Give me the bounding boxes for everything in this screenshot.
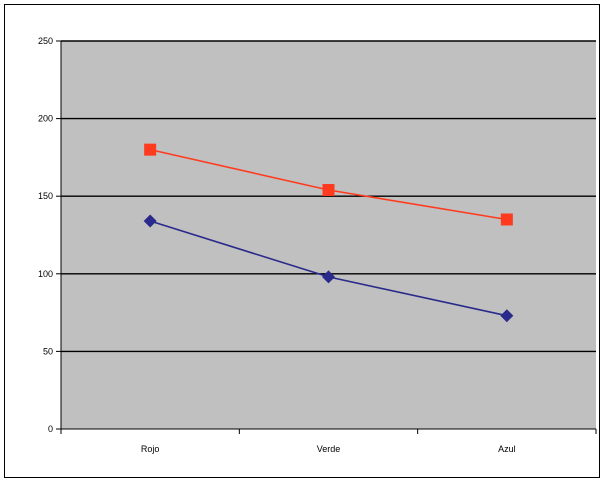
- chart-frame: 0 50 100 150 200 250 Rojo Verde Azul: [4, 4, 600, 478]
- series-2-point-azul: [500, 309, 514, 323]
- gridlines: [61, 40, 596, 353]
- y-tick-label: 50: [43, 346, 53, 356]
- line-chart: 0 50 100 150 200 250 Rojo Verde Azul: [38, 36, 597, 454]
- x-tick-label-rojo: Rojo: [141, 444, 160, 454]
- y-tick-label: 150: [38, 191, 53, 201]
- tick-labels: 0 50 100 150 200 250 Rojo Verde Azul: [38, 36, 516, 454]
- series-1-point-rojo: [144, 143, 157, 156]
- series-1-point-verde: [322, 183, 335, 196]
- y-tick-label: 0: [48, 424, 53, 434]
- series-2-point-verde: [322, 270, 335, 284]
- series-layer: [143, 143, 514, 323]
- x-tick-label-azul: Azul: [498, 444, 516, 454]
- axes: [56, 40, 597, 434]
- series-1-point-azul: [500, 213, 513, 226]
- series-2-point-rojo: [143, 214, 157, 228]
- y-tick-label: 250: [38, 36, 53, 46]
- y-tick-label: 100: [38, 269, 53, 279]
- y-tick-label: 200: [38, 114, 53, 124]
- x-tick-label-verde: Verde: [317, 444, 341, 454]
- plot-area: [61, 41, 596, 429]
